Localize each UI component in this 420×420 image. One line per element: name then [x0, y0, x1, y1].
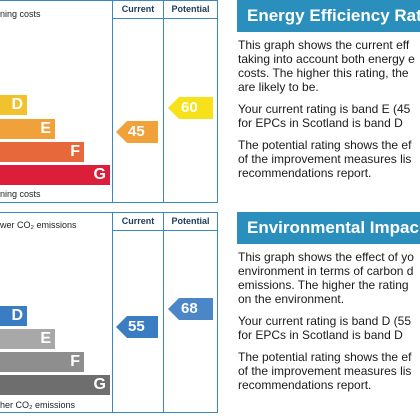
energy-para-3-line: recommendations report.	[238, 166, 372, 180]
energy-para-3-line: of the improvement measures lis	[238, 152, 412, 166]
env-current-arrow: 55	[116, 316, 158, 338]
energy-band-e-letter: E	[40, 120, 51, 137]
env-band-f-letter: F	[70, 353, 80, 370]
env-bottom-border	[0, 412, 217, 413]
env-band-g-letter: G	[93, 376, 106, 393]
env-para-1: This graph shows the effect of yo enviro…	[238, 250, 414, 306]
env-band-f: F	[0, 352, 84, 372]
energy-top-label: ning costs	[0, 9, 41, 19]
env-col-potential: Potential	[171, 216, 210, 226]
energy-para-1-line: are likely to be.	[238, 80, 319, 94]
env-divider-1	[112, 212, 113, 413]
energy-band-f: F	[0, 142, 84, 162]
energy-potential-arrow: 60	[168, 97, 213, 119]
energy-band-d: D	[0, 95, 27, 115]
energy-bottom-label: ning costs	[0, 189, 41, 199]
energy-title: Energy Efficiency Rat	[237, 0, 420, 32]
energy-para-2-line: for EPCs in Scotland is band D	[238, 116, 403, 130]
env-para-2: Your current rating is band D (55 for EP…	[238, 314, 411, 342]
energy-current-value: 45	[128, 123, 145, 140]
energy-bottom-border	[0, 202, 217, 203]
energy-col-potential: Potential	[171, 4, 210, 14]
env-header-rule	[112, 230, 217, 231]
environmental-title: Environmental Impac	[237, 212, 420, 244]
energy-divider-1	[112, 0, 113, 203]
energy-para-3-line: The potential rating shows the ef	[238, 138, 412, 152]
env-para-3-line: recommendations report.	[238, 378, 372, 392]
env-divider-2	[163, 212, 164, 413]
energy-current-arrow: 45	[116, 121, 158, 143]
env-bottom-label: her CO₂ emissions	[0, 400, 76, 410]
env-top-border	[0, 212, 217, 213]
env-potential-arrow: 68	[168, 298, 213, 320]
env-divider-3	[217, 212, 218, 413]
env-para-2-line: for EPCs in Scotland is band D	[238, 328, 403, 342]
energy-band-e: E	[0, 119, 55, 139]
env-current-value: 55	[128, 318, 145, 335]
energy-para-1-line: costs. The higher this rating, the	[238, 66, 409, 80]
energy-para-1-line: This graph shows the current eff	[238, 38, 410, 52]
energy-top-border	[0, 0, 217, 1]
env-para-3: The potential rating shows the ef of the…	[238, 350, 411, 392]
env-para-1-line: This graph shows the effect of yo	[238, 250, 414, 264]
env-potential-value: 68	[181, 300, 198, 317]
env-para-1-line: environment in terms of carbon d	[238, 264, 414, 278]
energy-divider-3	[217, 0, 218, 203]
energy-para-2: Your current rating is band E (45 for EP…	[238, 102, 410, 130]
energy-band-g-letter: G	[93, 166, 106, 183]
energy-para-3: The potential rating shows the ef of the…	[238, 138, 411, 180]
energy-band-g: G	[0, 165, 110, 185]
energy-col-current: Current	[121, 4, 155, 14]
energy-divider-2	[163, 0, 164, 203]
env-col-current: Current	[121, 216, 155, 226]
energy-para-1: This graph shows the current eff taking …	[238, 38, 415, 94]
env-para-3-line: of the improvement measures lis	[238, 364, 412, 378]
env-band-e-letter: E	[40, 330, 51, 347]
env-para-2-line: Your current rating is band D (55	[238, 314, 411, 328]
env-band-e: E	[0, 329, 55, 349]
env-band-g: G	[0, 375, 110, 395]
env-para-1-line: emissions. The higher the rating	[238, 278, 409, 292]
energy-para-1-line: taking into account both energy e	[238, 52, 415, 66]
env-top-label: wer CO₂ emissions	[0, 220, 77, 230]
env-para-1-line: on the environment.	[238, 292, 345, 306]
env-band-d: D	[0, 306, 27, 326]
energy-potential-value: 60	[181, 99, 198, 116]
energy-band-d-letter: D	[11, 96, 23, 113]
env-para-3-line: The potential rating shows the ef	[238, 350, 412, 364]
env-band-d-letter: D	[11, 307, 23, 324]
energy-band-f-letter: F	[70, 143, 80, 160]
energy-header-rule	[112, 18, 217, 19]
energy-para-2-line: Your current rating is band E (45	[238, 102, 411, 116]
